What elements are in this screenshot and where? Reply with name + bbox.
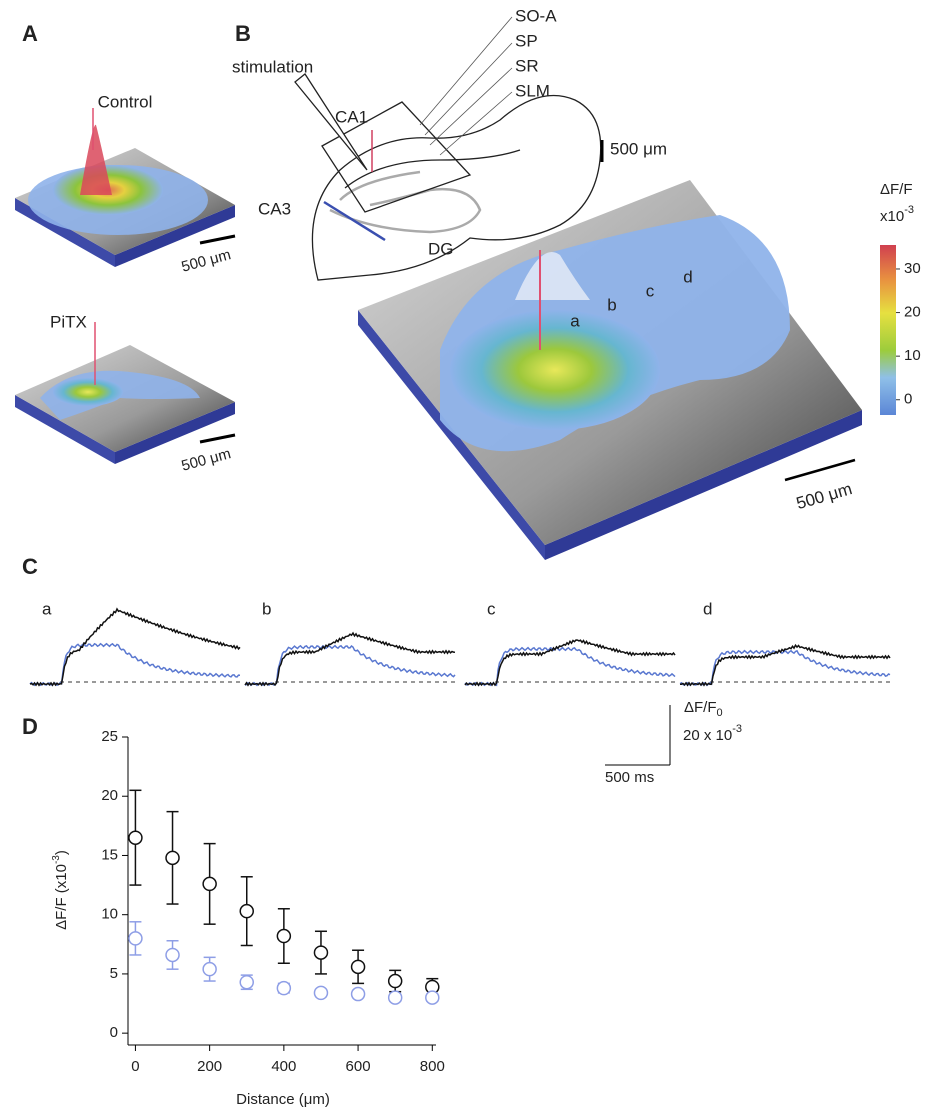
layer-label: SP bbox=[515, 31, 538, 50]
trace-control bbox=[680, 643, 891, 687]
point bbox=[387, 990, 403, 1005]
layer-label: SR bbox=[515, 56, 539, 75]
trace-label: a bbox=[42, 599, 52, 618]
condition-label: Control bbox=[98, 92, 153, 111]
amp-sub: 0 bbox=[717, 707, 723, 719]
trace-control bbox=[29, 607, 241, 687]
y-tick-label: 10 bbox=[101, 906, 118, 923]
scale-bar bbox=[784, 458, 856, 482]
scale-label: 20 x 10-3 bbox=[683, 723, 742, 744]
point bbox=[425, 990, 440, 1005]
x-tick-label: 0 bbox=[131, 1058, 139, 1075]
point bbox=[350, 986, 366, 1002]
x-tick-label: 600 bbox=[346, 1058, 371, 1075]
region-label: CA1 bbox=[335, 107, 368, 126]
scale-label: 500 μm bbox=[180, 445, 233, 474]
x-axis-label: Distance (μm) bbox=[236, 1091, 330, 1108]
position-label: b bbox=[607, 295, 616, 314]
scale-label: 500 μm bbox=[180, 246, 233, 275]
position-label: c bbox=[646, 281, 655, 300]
traces bbox=[29, 607, 891, 687]
trace-label: d bbox=[703, 599, 712, 618]
x-tick-label: 400 bbox=[271, 1058, 296, 1075]
colorbar-tick-label: 20 bbox=[904, 304, 921, 321]
point bbox=[128, 830, 143, 845]
x-tick-label: 800 bbox=[420, 1058, 445, 1075]
map-control bbox=[15, 108, 235, 267]
y-tick-label: 5 bbox=[110, 965, 118, 982]
map-pitx bbox=[15, 322, 235, 464]
unit-exp: -3 bbox=[904, 204, 914, 216]
hippocampus-schematic bbox=[294, 16, 604, 281]
colorbar-tick-label: 10 bbox=[904, 347, 921, 364]
scale-label: 500 μm bbox=[794, 479, 854, 513]
scale-bar bbox=[199, 433, 236, 444]
colorbar-unit: x10-3 bbox=[880, 204, 914, 225]
position-label: a bbox=[570, 311, 580, 330]
y-axis-label: ΔF/F (x10-3) bbox=[51, 850, 70, 930]
scale-label: ΔF/F0 bbox=[684, 699, 723, 719]
point bbox=[313, 945, 329, 960]
scale-label: 500 ms bbox=[605, 769, 654, 786]
annotation: stimulation bbox=[232, 57, 313, 76]
point bbox=[239, 903, 254, 919]
y-label-end: ) bbox=[53, 850, 70, 855]
point bbox=[313, 985, 329, 1001]
point bbox=[128, 931, 143, 946]
trace-pitx bbox=[29, 642, 241, 687]
point bbox=[202, 961, 217, 977]
point bbox=[350, 959, 366, 975]
point bbox=[165, 947, 180, 963]
colorbar bbox=[880, 245, 896, 415]
layer-label: SLM bbox=[515, 81, 550, 100]
region-label: DG bbox=[428, 239, 454, 258]
point bbox=[202, 876, 217, 892]
y-label-exp: -3 bbox=[51, 855, 62, 864]
point bbox=[165, 850, 180, 866]
point bbox=[276, 980, 292, 996]
trace-control bbox=[464, 639, 676, 687]
map-large bbox=[358, 180, 862, 560]
scale-label: 500 μm bbox=[610, 139, 667, 158]
region-label: CA3 bbox=[258, 199, 291, 218]
unit-base: x10 bbox=[880, 208, 904, 225]
y-tick-label: 15 bbox=[101, 846, 118, 863]
panel-label: B bbox=[235, 21, 251, 46]
trace-pitx bbox=[464, 646, 676, 687]
panel-label: C bbox=[22, 554, 38, 579]
y-tick-label: 25 bbox=[101, 728, 118, 745]
trace-pitx bbox=[244, 644, 456, 687]
colorbar-title: ΔF/F bbox=[880, 181, 913, 198]
trace-label: b bbox=[262, 599, 271, 618]
position-label: d bbox=[683, 267, 692, 286]
x-tick-label: 200 bbox=[197, 1058, 222, 1075]
condition-label: PiTX bbox=[50, 312, 87, 331]
colorbar-tick-label: 30 bbox=[904, 260, 921, 277]
amp-value: 20 x 10 bbox=[683, 727, 732, 744]
point bbox=[387, 973, 403, 989]
point bbox=[276, 928, 292, 944]
colorbar-tick-label: 0 bbox=[904, 391, 912, 408]
amp-label: ΔF/F bbox=[684, 699, 717, 716]
trace-label: c bbox=[487, 599, 496, 618]
trace-control bbox=[244, 631, 456, 687]
panel-label: D bbox=[22, 714, 38, 739]
point bbox=[239, 974, 254, 990]
amp-exp: -3 bbox=[732, 723, 742, 735]
y-label: ΔF/F (x10 bbox=[53, 864, 70, 930]
scale-bar bbox=[199, 234, 236, 245]
trace-pitx bbox=[679, 649, 891, 687]
layer-label: SO-A bbox=[515, 6, 557, 25]
y-tick-label: 0 bbox=[110, 1024, 118, 1041]
y-tick-label: 20 bbox=[101, 787, 118, 804]
panel-label: A bbox=[22, 21, 38, 46]
